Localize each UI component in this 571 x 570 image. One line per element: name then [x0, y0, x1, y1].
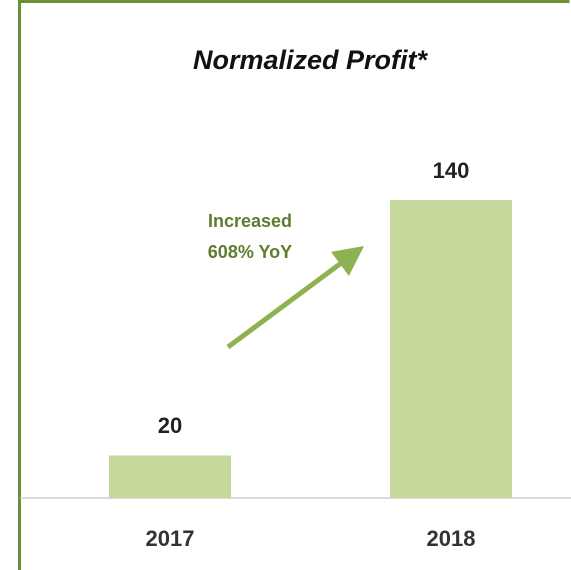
x-tick-label: 2018: [427, 526, 476, 551]
x-tick-label: 2017: [146, 526, 195, 551]
annotation: Increased: [208, 211, 292, 231]
data-label: 20: [158, 413, 182, 438]
bar: [390, 200, 512, 498]
chart-title: Normalized Profit*: [193, 45, 429, 75]
bar: [109, 455, 231, 498]
data-label: 140: [433, 158, 470, 183]
annotation: 608% YoY: [208, 242, 292, 262]
frame: [18, 0, 570, 570]
arrow: [226, 246, 365, 350]
